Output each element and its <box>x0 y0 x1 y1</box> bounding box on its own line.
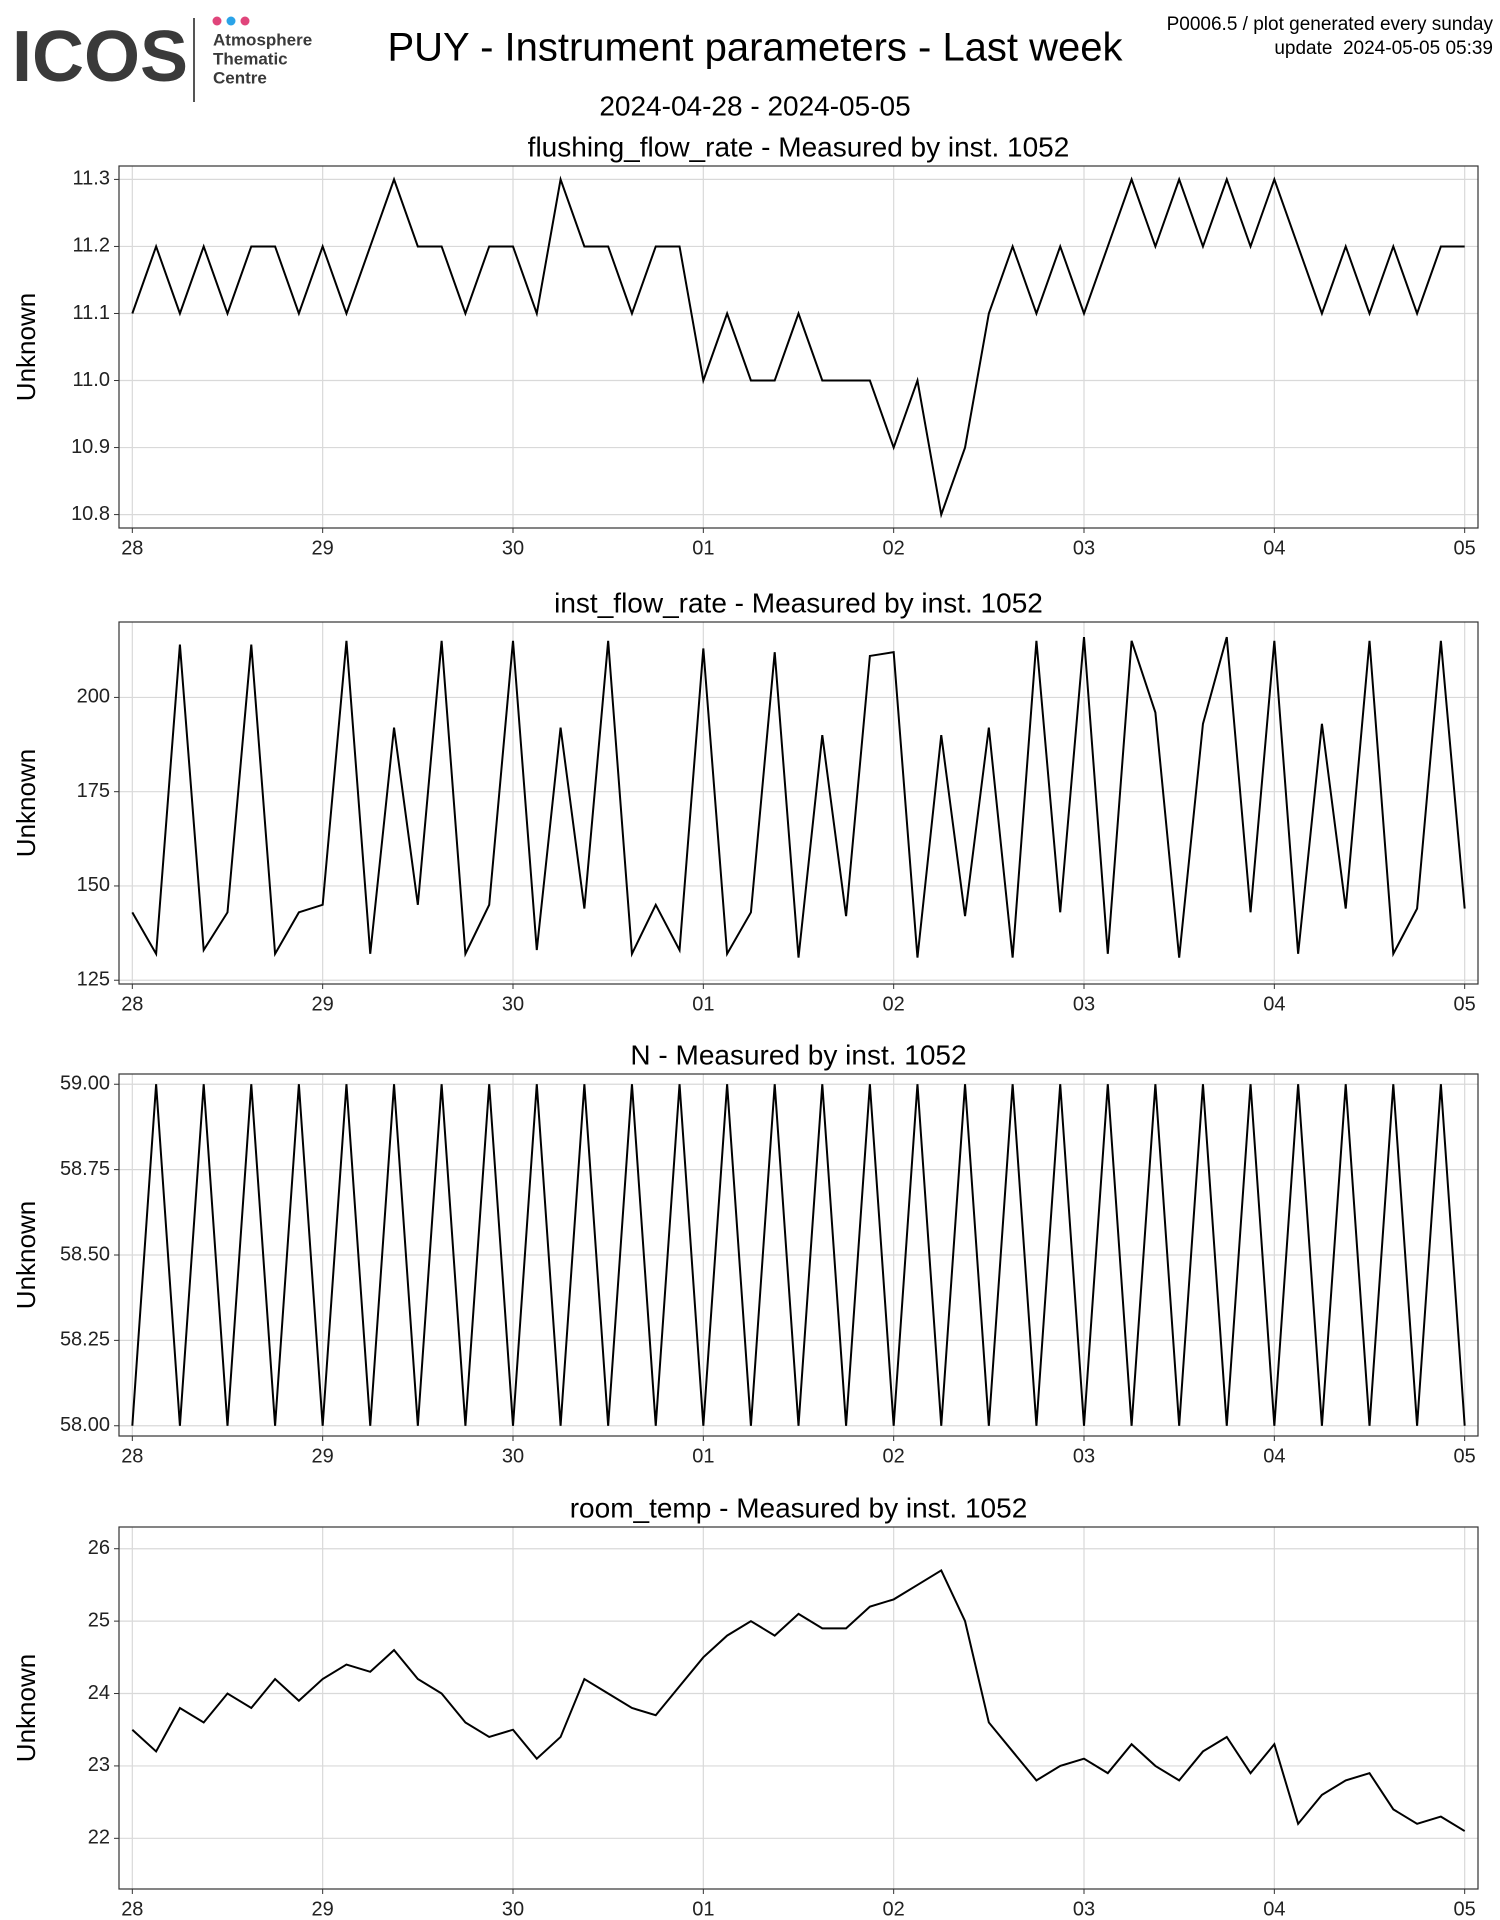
x-tick-label: 29 <box>312 993 334 1015</box>
chart-title: flushing_flow_rate - Measured by inst. 1… <box>528 131 1070 162</box>
plot-frame <box>118 1526 1479 1890</box>
data-line <box>131 1084 1466 1426</box>
x-tick-label: 29 <box>312 1445 334 1467</box>
x-tick-label: 02 <box>883 993 905 1015</box>
x-tick-label: 05 <box>1454 537 1476 559</box>
y-tick-label: 26 <box>88 1537 110 1559</box>
plot-frame <box>118 165 1479 529</box>
data-line <box>131 636 1466 958</box>
logo-line: Atmosphere <box>213 30 312 49</box>
logo-dot <box>212 16 222 26</box>
x-tick-label: 04 <box>1263 993 1285 1015</box>
logo: ICOS <box>12 17 188 97</box>
y-tick-label: 58.25 <box>60 1329 110 1351</box>
x-tick-label: 29 <box>312 1898 334 1920</box>
x-tick-label: 02 <box>883 1445 905 1467</box>
plot-frame <box>118 621 1479 985</box>
y-tick-label: 150 <box>77 874 110 896</box>
y-tick-label: 200 <box>77 686 110 708</box>
logo-dot <box>240 16 250 26</box>
y-tick-label: 11.1 <box>73 302 110 324</box>
x-tick-label: 28 <box>121 1445 143 1467</box>
y-tick-label: 24 <box>88 1682 110 1704</box>
data-line <box>131 175 1465 519</box>
x-tick-label: 02 <box>883 537 905 559</box>
logo-dot <box>226 16 236 26</box>
x-tick-label: 01 <box>692 993 714 1015</box>
y-tick-label: 10.8 <box>71 503 110 525</box>
y-tick-label: 11.2 <box>73 235 110 257</box>
plot-frame <box>118 1073 1479 1437</box>
x-tick-label: 05 <box>1454 1445 1476 1467</box>
y-axis-label: Unknown <box>11 293 41 401</box>
note: P0006.5 / plot generated every sunday <box>1167 14 1494 35</box>
y-axis-label: Unknown <box>11 1201 41 1309</box>
y-tick-label: 10.9 <box>71 436 110 458</box>
x-tick-label: 05 <box>1454 1898 1476 1920</box>
logo-line: Thematic <box>213 49 288 68</box>
x-tick-label: 03 <box>1073 1445 1095 1467</box>
x-tick-label: 28 <box>121 1898 143 1920</box>
x-tick-label: 30 <box>502 1445 524 1467</box>
x-tick-label: 04 <box>1263 1445 1285 1467</box>
y-axis-label: Unknown <box>11 1654 41 1762</box>
y-tick-label: 11.3 <box>73 168 110 190</box>
x-tick-label: 28 <box>121 993 143 1015</box>
y-tick-label: 11.0 <box>73 369 110 391</box>
x-tick-label: 02 <box>883 1898 905 1920</box>
y-tick-label: 59.00 <box>60 1073 110 1095</box>
x-tick-label: 04 <box>1263 537 1285 559</box>
page-title: PUY - Instrument parameters - Last week <box>387 26 1123 70</box>
chart-title: inst_flow_rate - Measured by inst. 1052 <box>554 587 1043 618</box>
y-tick-label: 58.50 <box>60 1243 110 1265</box>
x-tick-label: 01 <box>692 1898 714 1920</box>
x-tick-label: 01 <box>692 537 714 559</box>
y-tick-label: 58.00 <box>60 1414 110 1436</box>
y-tick-label: 23 <box>88 1754 110 1776</box>
data-line <box>131 1569 1466 1832</box>
y-axis-label: Unknown <box>11 749 41 857</box>
note: update 2024-05-05 05:39 <box>1274 38 1493 59</box>
chart-title: room_temp - Measured by inst. 1052 <box>570 1492 1028 1523</box>
x-tick-label: 30 <box>502 993 524 1015</box>
x-tick-label: 01 <box>692 1445 714 1467</box>
x-tick-label: 05 <box>1454 993 1476 1015</box>
x-tick-label: 03 <box>1073 1898 1095 1920</box>
x-tick-label: 04 <box>1263 1898 1285 1920</box>
x-tick-label: 03 <box>1073 993 1095 1015</box>
logo-line: Centre <box>213 68 267 87</box>
page-subtitle: 2024-04-28 - 2024-05-05 <box>599 90 910 121</box>
x-tick-label: 30 <box>502 537 524 559</box>
y-tick-label: 175 <box>77 780 110 802</box>
y-tick-label: 22 <box>88 1827 110 1849</box>
x-tick-label: 28 <box>121 537 143 559</box>
x-tick-label: 29 <box>312 537 334 559</box>
y-tick-label: 58.75 <box>60 1158 110 1180</box>
chart-title: N - Measured by inst. 1052 <box>630 1039 966 1070</box>
y-tick-label: 25 <box>88 1609 110 1631</box>
x-tick-label: 03 <box>1073 537 1095 559</box>
x-tick-label: 30 <box>502 1898 524 1920</box>
y-tick-label: 125 <box>77 969 110 991</box>
